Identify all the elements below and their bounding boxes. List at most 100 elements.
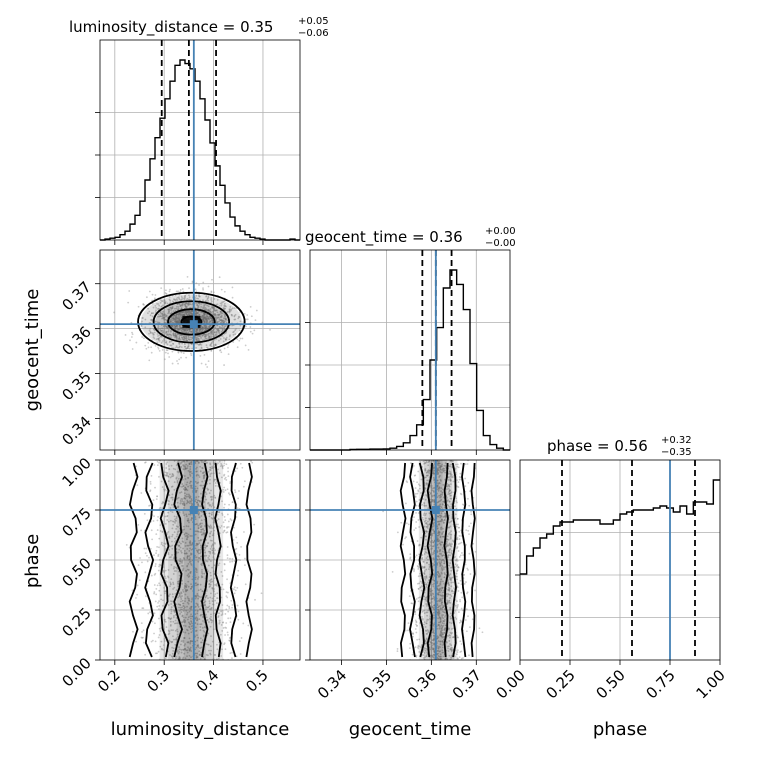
sample-point bbox=[226, 346, 229, 349]
sample-point bbox=[237, 558, 240, 561]
sample-point bbox=[166, 532, 169, 534]
sample-point bbox=[170, 503, 173, 506]
sample-point bbox=[238, 554, 241, 556]
sample-point bbox=[175, 570, 177, 572]
sample-point bbox=[170, 563, 173, 566]
sample-point bbox=[221, 512, 224, 515]
sample-point bbox=[211, 465, 214, 468]
sample-point bbox=[227, 475, 230, 477]
sample-point bbox=[396, 531, 399, 534]
sample-point bbox=[184, 495, 187, 497]
sample-point bbox=[207, 542, 209, 544]
sample-point bbox=[201, 613, 204, 616]
sample-point bbox=[194, 547, 197, 550]
sample-point bbox=[210, 342, 213, 345]
sample-point bbox=[176, 649, 179, 652]
sample-point bbox=[209, 468, 211, 471]
sample-point bbox=[154, 622, 156, 625]
sample-point bbox=[203, 474, 206, 477]
sample-point bbox=[460, 620, 462, 623]
sample-point bbox=[166, 474, 168, 477]
sample-point bbox=[234, 589, 237, 592]
sample-point bbox=[143, 337, 145, 340]
sample-point bbox=[186, 297, 189, 300]
sample-point bbox=[217, 327, 220, 330]
sample-point bbox=[172, 583, 175, 586]
sample-point bbox=[165, 626, 168, 629]
sample-point bbox=[180, 327, 182, 330]
sample-point bbox=[186, 501, 189, 503]
sample-point bbox=[202, 484, 205, 487]
sample-point bbox=[466, 567, 469, 570]
sample-point bbox=[219, 633, 222, 636]
sample-point bbox=[458, 656, 461, 659]
sample-point bbox=[231, 651, 233, 654]
sample-point bbox=[180, 598, 183, 600]
sample-point bbox=[182, 510, 185, 513]
sample-point bbox=[182, 338, 185, 341]
sample-point bbox=[164, 575, 166, 578]
sample-point bbox=[185, 513, 188, 516]
sample-point bbox=[197, 583, 199, 586]
sample-point bbox=[184, 657, 187, 660]
sample-point bbox=[136, 593, 139, 596]
sample-point bbox=[172, 650, 175, 652]
sample-point bbox=[227, 610, 230, 613]
sample-point bbox=[168, 468, 171, 471]
sample-point bbox=[187, 525, 190, 528]
sample-point bbox=[182, 616, 185, 619]
sample-point bbox=[212, 551, 215, 554]
sample-point bbox=[204, 318, 207, 321]
sample-point bbox=[239, 337, 242, 340]
sample-point bbox=[182, 525, 185, 528]
sample-point bbox=[199, 335, 202, 338]
sample-point bbox=[196, 460, 199, 462]
sample-point bbox=[205, 590, 208, 592]
sample-point bbox=[207, 556, 210, 559]
sample-point bbox=[189, 352, 192, 355]
sample-point bbox=[176, 628, 178, 631]
sample-point bbox=[188, 637, 191, 640]
sample-point bbox=[223, 337, 225, 339]
sample-point bbox=[154, 294, 157, 296]
sample-point bbox=[186, 534, 189, 537]
sample-point bbox=[201, 510, 204, 513]
sample-point bbox=[163, 638, 166, 640]
sample-point bbox=[141, 630, 143, 633]
sample-point bbox=[219, 465, 222, 468]
sample-point bbox=[182, 607, 185, 610]
sample-point bbox=[254, 319, 257, 322]
sample-point bbox=[223, 562, 226, 565]
sample-point bbox=[157, 335, 159, 337]
sample-point bbox=[233, 307, 236, 309]
sample-point bbox=[208, 326, 211, 329]
sample-point bbox=[206, 327, 209, 330]
sample-point bbox=[415, 500, 418, 503]
sample-point bbox=[225, 321, 228, 324]
sample-point bbox=[171, 362, 174, 365]
sample-point bbox=[183, 644, 186, 647]
sample-point bbox=[198, 542, 201, 544]
sample-point bbox=[215, 316, 218, 319]
sample-point bbox=[208, 555, 211, 557]
sample-point bbox=[180, 346, 183, 349]
sample-point bbox=[212, 291, 215, 294]
sample-point bbox=[187, 562, 190, 565]
sample-point bbox=[205, 344, 208, 347]
sample-point bbox=[191, 622, 193, 625]
sample-point bbox=[229, 306, 232, 308]
sample-point bbox=[217, 316, 220, 319]
sample-point bbox=[212, 619, 214, 622]
sample-point bbox=[225, 479, 228, 481]
sample-point bbox=[205, 653, 208, 656]
sample-point bbox=[208, 602, 211, 605]
sample-point bbox=[169, 321, 172, 323]
sample-point bbox=[163, 325, 166, 328]
sample-point bbox=[128, 290, 131, 292]
sample-point bbox=[127, 301, 130, 304]
sample-point bbox=[253, 523, 256, 526]
sample-point bbox=[113, 311, 115, 314]
sample-point bbox=[230, 313, 233, 316]
sample-point bbox=[223, 569, 226, 572]
sample-point bbox=[236, 574, 239, 577]
